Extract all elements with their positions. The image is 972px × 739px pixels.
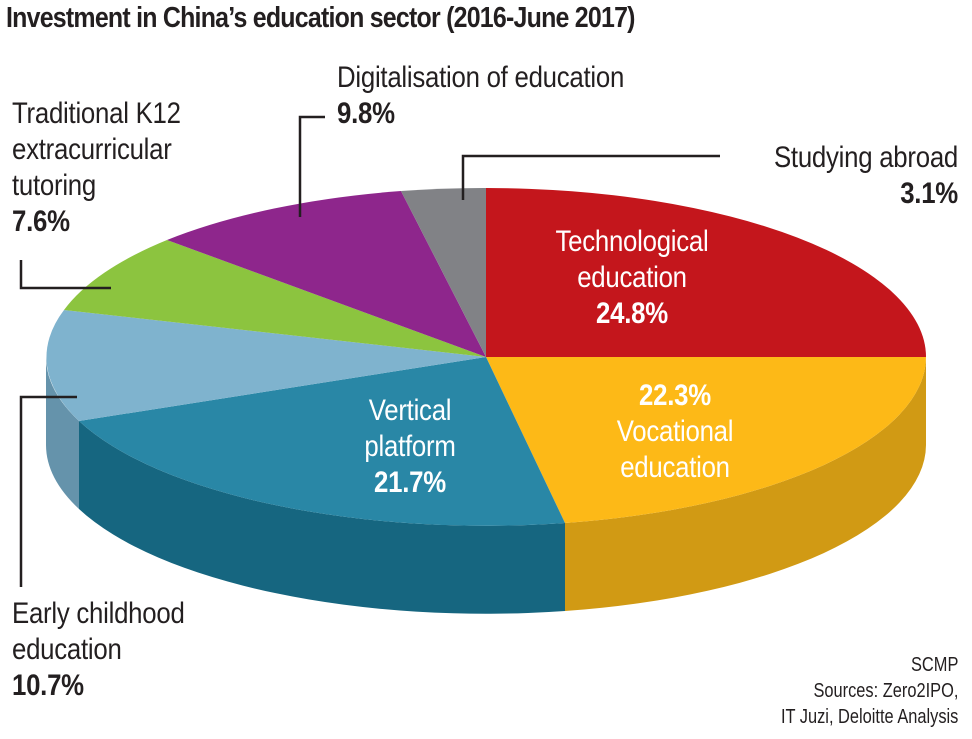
label-studying-abroad-name: Studying abroad: [773, 141, 958, 174]
label-vocational-line2: education: [620, 451, 730, 484]
label-vertical-platform: Vertical platform 21.7%: [324, 393, 496, 501]
label-k12: Traditional K12 extracurricular tutoring…: [12, 96, 181, 240]
slice-vocational-education: [486, 357, 926, 523]
leader-line-studying-abroad: [461, 154, 720, 200]
label-technological-pct: 24.8%: [596, 297, 668, 330]
label-technological: Technological education 24.8%: [546, 224, 718, 332]
leader-line-early-childhood: [19, 395, 77, 587]
label-early-childhood-pct: 10.7%: [12, 669, 84, 702]
leader-line-digitalisation: [298, 115, 325, 217]
label-studying-abroad: Studying abroad 3.1%: [774, 140, 958, 212]
label-vertical-line2: platform: [364, 430, 456, 463]
slice-digitalisation: [167, 191, 486, 357]
label-digitalisation: Digitalisation of education 9.8%: [337, 60, 624, 132]
label-early-childhood-line1: Early childhood: [12, 597, 185, 630]
slice-side-vertical-platform: [79, 421, 565, 614]
label-vertical-pct: 21.7%: [374, 466, 446, 499]
slice-side-vocational: [565, 357, 926, 611]
label-technological-line2: education: [577, 261, 687, 294]
publisher: SCMP: [910, 654, 958, 676]
slice-studying-abroad: [401, 187, 486, 357]
label-digitalisation-name: Digitalisation of education: [337, 61, 625, 94]
sources-line-1: Sources: Zero2IPO,: [813, 680, 958, 702]
label-vocational: 22.3% Vocational education: [589, 378, 761, 486]
label-vertical-line1: Vertical: [368, 394, 452, 427]
slice-technological-education: [486, 188, 926, 357]
slice-vertical-platform: [79, 357, 565, 526]
label-k12-line1: Traditional K12: [12, 97, 181, 130]
label-studying-abroad-pct: 3.1%: [900, 177, 958, 210]
label-early-childhood: Early childhood education 10.7%: [12, 596, 185, 704]
chart-title: Investment in China’s education sector (…: [6, 2, 636, 34]
label-k12-line2: extracurricular: [12, 133, 172, 166]
slice-k12-tutoring: [64, 240, 486, 357]
label-k12-line3: tutoring: [12, 169, 96, 202]
label-digitalisation-pct: 9.8%: [337, 97, 395, 130]
source-credit: SCMP Sources: Zero2IPO, IT Juzi, Deloitt…: [781, 652, 958, 730]
label-early-childhood-line2: education: [12, 633, 122, 666]
label-vocational-line1: Vocational: [616, 415, 734, 448]
label-vocational-pct: 22.3%: [639, 379, 711, 412]
label-k12-pct: 7.6%: [12, 205, 70, 238]
leader-line-k12: [19, 260, 111, 290]
label-technological-line1: Technological: [555, 225, 709, 258]
slice-side-early-childhood: [46, 357, 79, 509]
slice-early-childhood: [46, 310, 486, 421]
sources-line-2: IT Juzi, Deloitte Analysis: [780, 706, 958, 728]
